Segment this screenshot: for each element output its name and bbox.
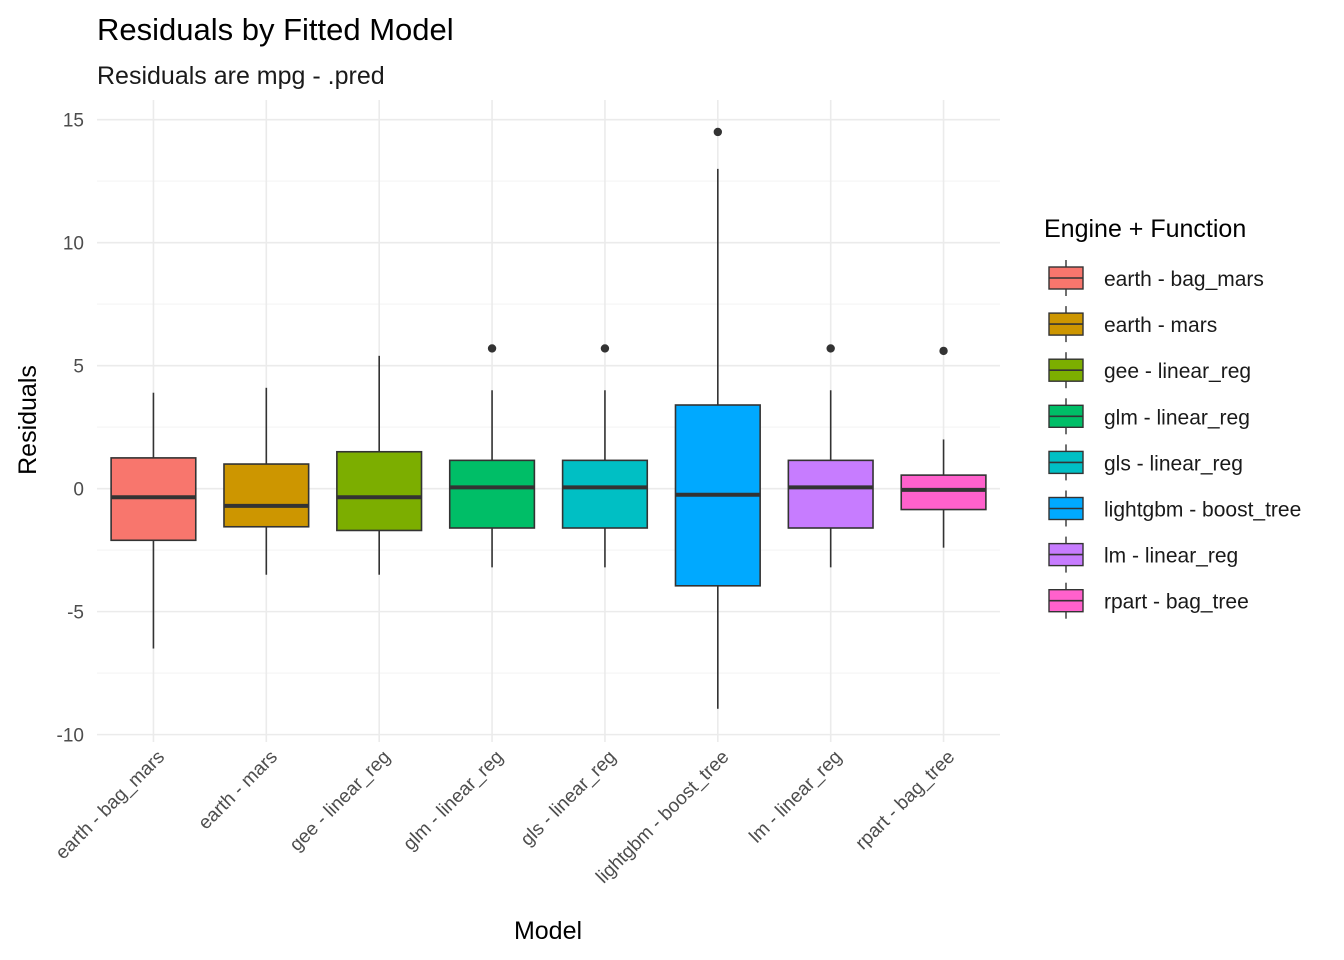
box-series xyxy=(110,127,987,709)
box-lightgbm-boost-tree xyxy=(674,127,761,709)
x-tick-label: lm - linear_reg xyxy=(746,747,847,848)
legend-item: lightgbm - boost_tree xyxy=(1048,490,1301,527)
box-earth-mars xyxy=(223,387,310,575)
box-iqr xyxy=(336,450,423,532)
y-axis-ticks: -10 -5 0 5 10 15 xyxy=(57,111,84,747)
box-lm-linear-reg xyxy=(787,344,874,568)
chart-subtitle: Residuals are mpg - .pred xyxy=(97,62,385,90)
legend-label: lm - linear_reg xyxy=(1104,545,1238,568)
legend-item: gls - linear_reg xyxy=(1048,444,1243,481)
x-tick-label: gee - linear_reg xyxy=(286,747,395,856)
y-tick-label: 0 xyxy=(73,480,84,501)
y-tick-label: 5 xyxy=(73,357,84,378)
outlier-point xyxy=(939,346,948,356)
box-iqr xyxy=(900,474,987,511)
x-tick-label: earth - bag_mars xyxy=(52,747,169,864)
y-tick-label: 10 xyxy=(63,234,84,255)
x-axis-ticks: earth - bag_mars earth - mars gee - linear… xyxy=(52,747,959,888)
box-iqr xyxy=(561,459,649,529)
chart-title: Residuals by Fitted Model xyxy=(97,12,454,47)
box-glm-linear-reg xyxy=(448,344,536,568)
legend-item: earth - mars xyxy=(1048,306,1217,343)
x-tick-label: rpart - bag_tree xyxy=(852,747,959,854)
y-tick-label: -5 xyxy=(67,603,84,624)
outlier-point xyxy=(487,344,497,353)
y-axis-title: Residuals xyxy=(14,365,42,475)
legend-label: rpart - bag_tree xyxy=(1104,591,1249,614)
legend-item: earth - bag_mars xyxy=(1048,260,1264,296)
x-tick-label: earth - mars xyxy=(195,747,282,834)
outlier-point xyxy=(600,344,610,353)
box-gls-linear-reg xyxy=(561,344,649,568)
box-iqr xyxy=(223,463,310,528)
box-iqr xyxy=(448,459,536,529)
x-axis-title: Model xyxy=(514,917,582,945)
legend-label: glm - linear_reg xyxy=(1104,406,1250,429)
outlier-point xyxy=(713,127,723,137)
legend-label: gee - linear_reg xyxy=(1104,360,1251,383)
x-tick-label: gls - linear_reg xyxy=(517,747,621,851)
y-tick-label: 15 xyxy=(63,111,84,132)
legend-label: earth - mars xyxy=(1104,314,1217,337)
legend-item: rpart - bag_tree xyxy=(1048,582,1249,619)
outlier-point xyxy=(826,344,835,353)
grid-lines xyxy=(97,100,1000,742)
box-earth-bag-mars xyxy=(110,392,197,649)
box-rpart-bag-tree xyxy=(900,346,987,548)
legend-item: glm - linear_reg xyxy=(1048,398,1250,435)
legend-item: lm - linear_reg xyxy=(1048,536,1238,573)
box-gee-linear-reg xyxy=(336,355,423,575)
legend-title: Engine + Function xyxy=(1044,215,1246,243)
legend: Engine + Function earth - bag_marsearth … xyxy=(1044,215,1301,619)
y-tick-label: -10 xyxy=(57,726,84,747)
box-iqr xyxy=(787,459,874,529)
x-tick-label: glm - linear_reg xyxy=(399,747,507,855)
legend-label: gls - linear_reg xyxy=(1104,452,1243,475)
legend-label: lightgbm - boost_tree xyxy=(1104,499,1301,522)
legend-item: gee - linear_reg xyxy=(1048,352,1251,389)
legend-label: earth - bag_mars xyxy=(1104,268,1264,291)
